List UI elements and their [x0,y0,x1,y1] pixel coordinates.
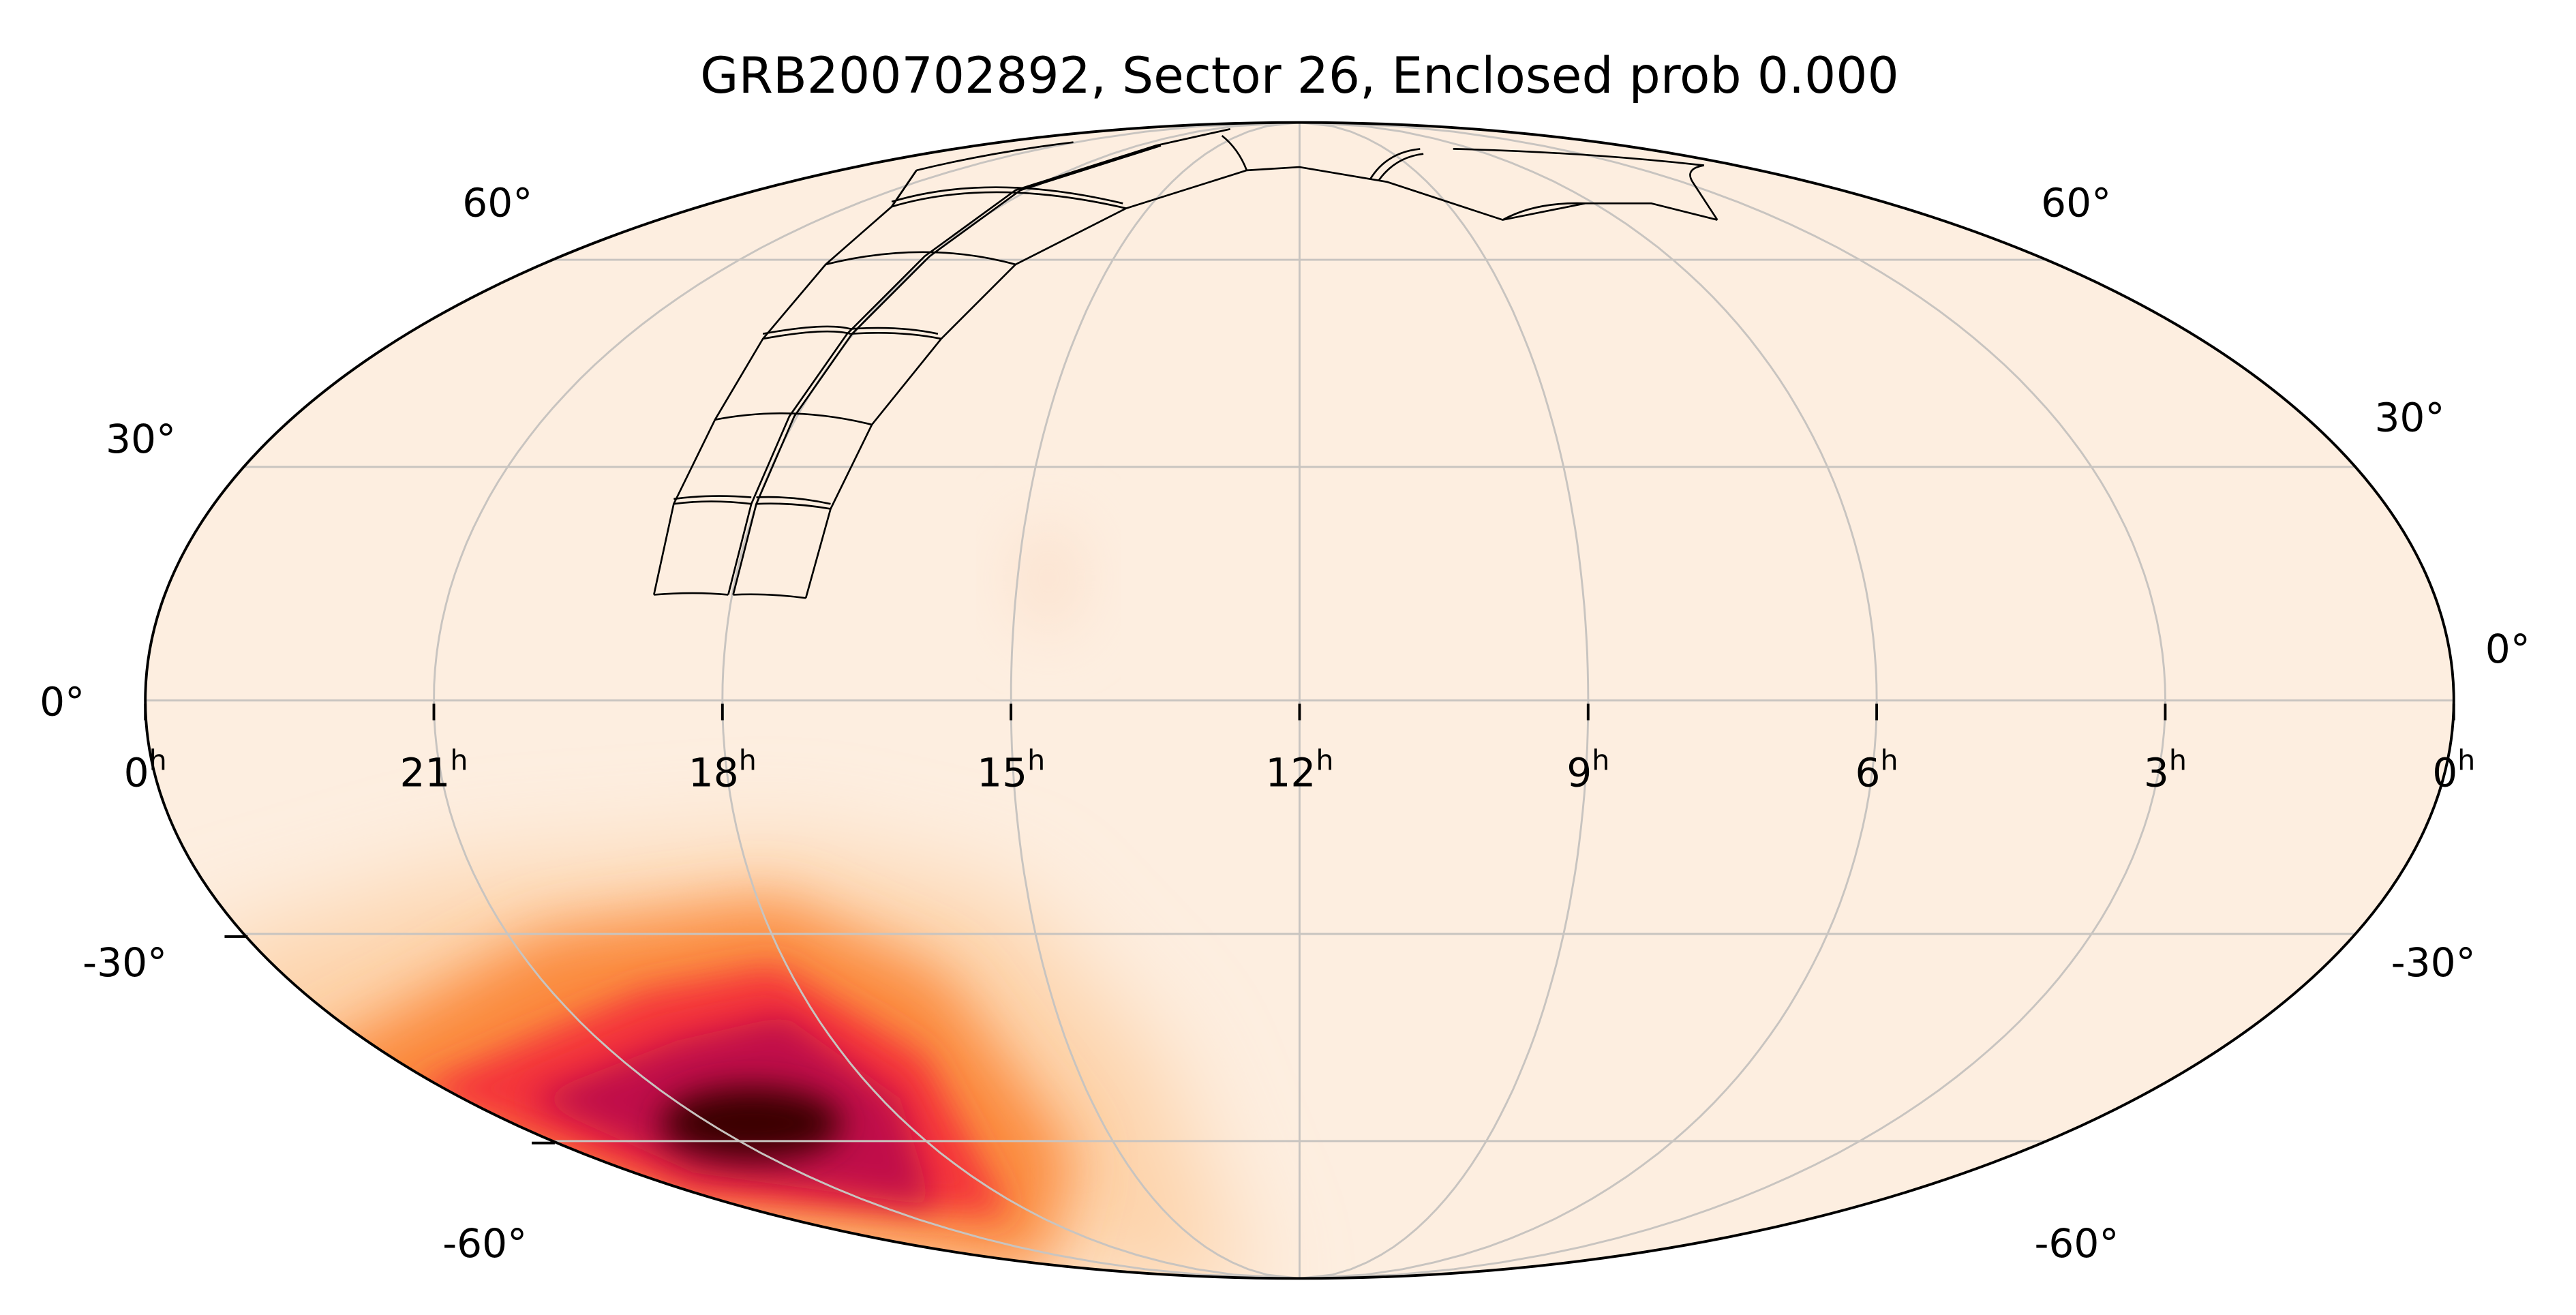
ra-hours: 12 [1265,749,1316,796]
dec-label-right-minus30: -30° [2391,939,2476,986]
prob-region-edge [2361,1040,2454,1239]
dec-label-left-60: 60° [462,180,532,226]
ra-unit: h [2457,744,2475,776]
ra-tick-labels: 0h 21h 18h 15h 12h 9h 6h 3h 0h [124,744,2476,796]
ra-hours: 21 [399,749,450,796]
ra-tick-label: 12h [1265,744,1333,796]
ra-unit: h [739,744,757,776]
ra-hours: 3 [2144,749,2169,796]
ra-hours: 0 [2432,749,2457,796]
ra-unit: h [2169,744,2187,776]
dec-label-right-minus60: -60° [2034,1220,2119,1267]
ra-tick-label: 21h [399,744,468,796]
ra-unit: h [1881,744,1898,776]
dec-label-left-minus30: -30° [82,939,167,986]
ra-hours: 15 [977,749,1027,796]
ra-tick-label: 3h [2144,744,2187,796]
dec-tick-marks [224,935,555,1145]
footprint-middle-edge [727,128,1231,595]
dec-label-right-0: 0° [2485,626,2530,672]
tess-sector-footprint [652,128,1718,599]
ra-hours: 6 [1855,749,1881,796]
ra-hours: 18 [688,749,739,796]
ra-tick-label: 18h [688,744,757,796]
ra-unit: h [450,744,468,776]
ra-unit: h [1592,744,1609,776]
sky-boundary [144,121,2455,1280]
dec-tick-labels-left: 60° 30° 0° -30° -60° [40,180,532,1267]
prob-faint-spot [1012,520,1085,637]
dec-label-left-0: 0° [40,678,85,725]
dec-label-left-minus60: -60° [442,1220,527,1267]
ra-unit: h [149,744,167,776]
ra-tick-label: 9h [1566,744,1609,796]
footprint-rows [654,134,1718,599]
dec-label-left-30: 30° [106,416,176,462]
ra-tick-label: 15h [977,744,1045,796]
ra-tick-marks [144,704,2455,721]
ra-tick-label: 0h [2432,744,2475,796]
ra-hours: 0 [124,749,149,796]
chart-title: GRB200702892, Sector 26, Enclosed prob 0… [700,48,1899,105]
ra-unit: h [1027,744,1045,776]
ra-hours: 9 [1566,749,1592,796]
dec-label-right-30: 30° [2374,395,2444,441]
ra-unit: h [1316,744,1333,776]
ra-tick-label: 6h [1855,744,1898,796]
ra-tick-label: 0h [124,744,167,796]
dec-tick-labels-right: 60° 30° 0° -30° -60° [2034,180,2530,1267]
dec-label-right-60: 60° [2041,180,2111,226]
